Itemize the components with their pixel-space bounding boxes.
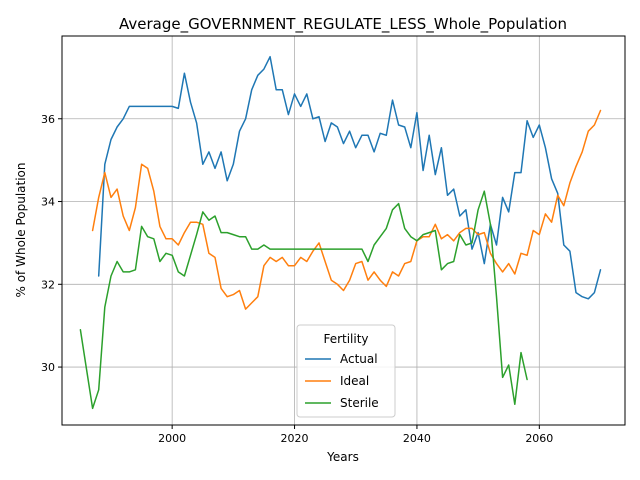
plot-frame [61, 35, 626, 426]
series-line-actual [97, 55, 602, 300]
y-tick-label: 34 [41, 196, 55, 209]
chart-title: Average_GOVERNMENT_REGULATE_LESS_Whole_P… [119, 15, 567, 34]
series-line-sterile [79, 190, 528, 410]
legend-label-ideal: Ideal [340, 374, 369, 388]
gridlines [62, 36, 625, 425]
x-tick-label: 2020 [281, 432, 309, 445]
x-tick-label: 2040 [403, 432, 431, 445]
y-tick-label: 30 [41, 361, 55, 374]
legend-box [296, 324, 396, 418]
x-tick-label: 2060 [525, 432, 553, 445]
y-axis-label: % of Whole Population [14, 163, 28, 298]
series-line-ideal [91, 109, 602, 310]
legend-label-sterile: Sterile [340, 396, 379, 410]
legend: Fertility Actual Ideal Sterile [296, 324, 396, 418]
y-tick-label: 32 [41, 278, 55, 291]
x-tick-label: 2000 [158, 432, 186, 445]
y-tick-label: 36 [41, 113, 55, 126]
x-axis-label: Years [326, 450, 359, 464]
series-lines [79, 55, 602, 410]
axis-ticks: 2000 2020 2040 2060 30 32 34 36 [41, 113, 553, 445]
legend-title: Fertility [323, 332, 368, 346]
legend-label-actual: Actual [340, 352, 378, 366]
